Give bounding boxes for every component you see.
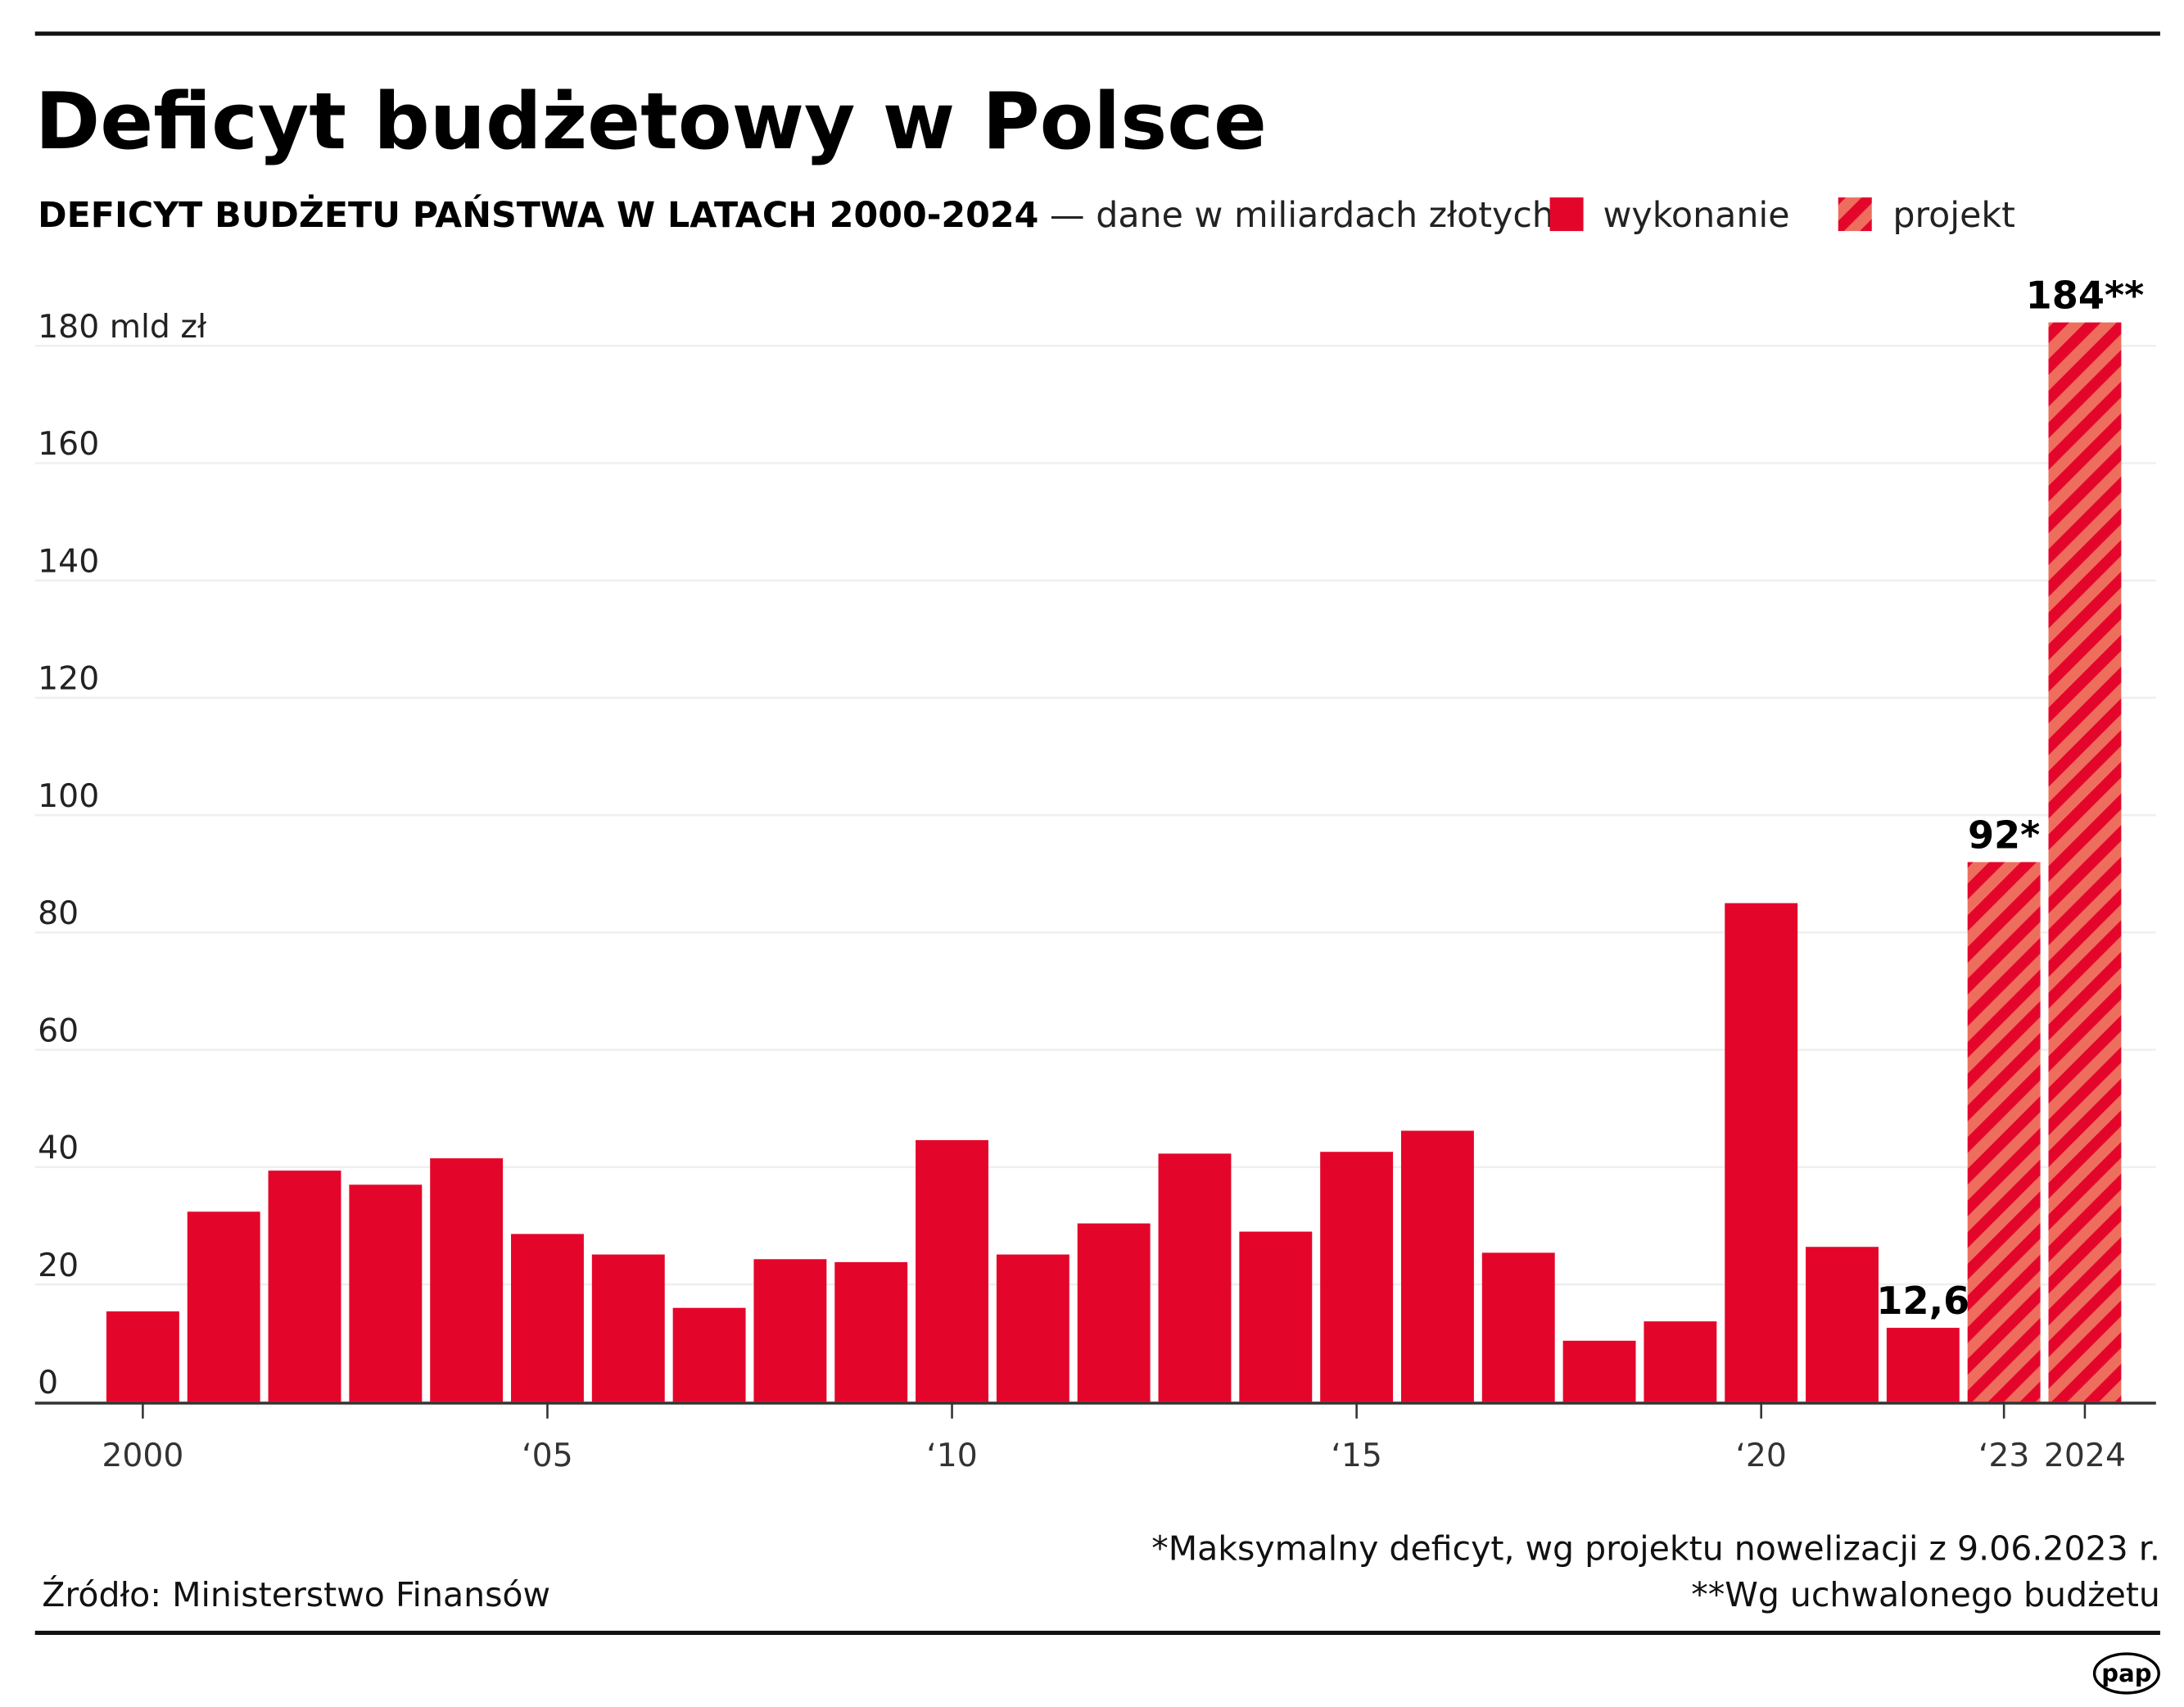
x-tick-label: 2000 [102, 1438, 183, 1474]
y-tick-label: 180 mld zł [38, 309, 207, 346]
data-label: 184** [2026, 274, 2145, 318]
y-tick-label: 40 [38, 1130, 79, 1167]
x-tick-label: 2024 [2044, 1438, 2126, 1474]
bar-2020 [1725, 903, 1798, 1402]
bar-2015 [1320, 1152, 1394, 1402]
chart-subtitle: DEFICYT BUDŻETU PAŃSTWA W LATACH 2000-20… [38, 194, 1554, 236]
bar-2008 [753, 1259, 827, 1402]
svg-text:pap: pap [2101, 1659, 2151, 1687]
y-tick-label: 120 [38, 661, 99, 698]
bar-2019 [1644, 1321, 1717, 1402]
subtitle-rest: — dane w miliardach złotych [1038, 195, 1554, 236]
bar-2021 [1806, 1247, 1879, 1402]
y-tick-label: 80 [38, 895, 79, 932]
bar-2010 [916, 1139, 988, 1402]
bar-2016 [1400, 1130, 1474, 1402]
bar-2003 [349, 1184, 423, 1402]
source: Źródło: Ministerstwo Finansów [42, 1575, 550, 1614]
y-tick-label: 100 [38, 778, 99, 815]
y-tick-label: 60 [38, 1012, 79, 1049]
data-label: 12,6 [1876, 1279, 1969, 1323]
bar-2001 [187, 1211, 260, 1402]
x-tick-label: ‘23 [1978, 1438, 2030, 1474]
bar-2005 [511, 1234, 584, 1402]
x-tick-label: ‘05 [522, 1438, 573, 1474]
bar-2017 [1481, 1252, 1555, 1402]
bar-2002 [268, 1170, 341, 1402]
bar-2013 [1158, 1153, 1232, 1402]
bar-2022 [1886, 1328, 1960, 1402]
x-tick-label: ‘15 [1331, 1438, 1382, 1474]
bar-2012 [1077, 1223, 1151, 1402]
bar-2014 [1239, 1231, 1313, 1402]
bar-2000 [106, 1311, 179, 1402]
bar-2023 [1967, 862, 2041, 1402]
bar-2018 [1562, 1340, 1636, 1402]
bar-2024 [2048, 322, 2122, 1402]
y-tick-label: 160 [38, 426, 99, 463]
legend-swatch-projekt [1838, 197, 1872, 232]
data-label: 92* [1968, 813, 2040, 857]
x-tick-label: ‘10 [926, 1438, 978, 1474]
bar-2007 [672, 1307, 746, 1402]
x-tick-label: ‘20 [1735, 1438, 1787, 1474]
page-title: Deficyt budżetowy w Polsce [35, 75, 1267, 167]
legend: wykonanie projekt [1549, 195, 2015, 236]
bar-2011 [996, 1254, 1069, 1402]
bar-2006 [591, 1254, 665, 1402]
legend-swatch-wykonanie [1549, 197, 1584, 232]
pap-logo: pap [2092, 1652, 2160, 1695]
legend-label-projekt: projekt [1892, 195, 2015, 236]
legend-label-wykonanie: wykonanie [1603, 195, 1790, 236]
y-tick-label: 0 [38, 1365, 58, 1401]
y-tick-label: 20 [38, 1247, 79, 1284]
footnote-2: **Wg uchwalonego budżetu [1691, 1575, 2160, 1614]
bar-2004 [430, 1158, 504, 1402]
footnote-1: *Maksymalny deficyt, wg projektu noweliz… [1151, 1528, 2160, 1568]
bar-2009 [834, 1261, 908, 1402]
subtitle-bold: DEFICYT BUDŻETU PAŃSTWA W LATACH 2000-20… [38, 194, 1038, 236]
y-tick-label: 140 [38, 543, 99, 580]
